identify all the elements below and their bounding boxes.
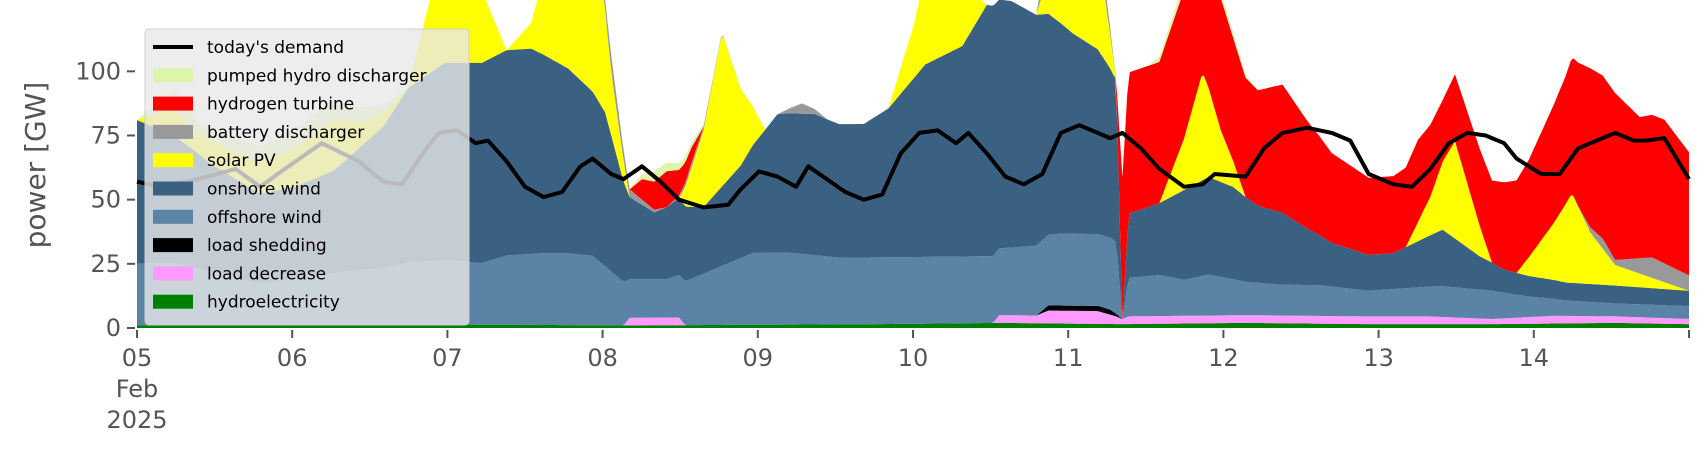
legend-swatch bbox=[153, 209, 193, 224]
legend-label: hydrogen turbine bbox=[207, 95, 354, 115]
legend-swatch bbox=[153, 153, 193, 168]
legend-swatch bbox=[153, 266, 193, 281]
area-onshore-wind bbox=[137, 0, 1689, 319]
x-tick-label-day: 05 bbox=[122, 344, 153, 372]
x-tick-label-day: 09 bbox=[743, 344, 774, 372]
legend-label: onshore wind bbox=[207, 180, 321, 200]
legend-label: today's demand bbox=[207, 38, 344, 58]
x-tick-label-day: 08 bbox=[587, 344, 618, 372]
legend-label: pumped hydro discharger bbox=[207, 66, 426, 86]
legend-swatch bbox=[153, 181, 193, 196]
x-tick-label-day: 10 bbox=[898, 344, 929, 372]
legend-swatch bbox=[153, 294, 193, 309]
y-tick-label: 75 bbox=[90, 122, 121, 150]
area-hydroelectricity bbox=[137, 322, 1689, 328]
x-tick-label-day: 07 bbox=[432, 344, 463, 372]
x-tick-label-day: 06 bbox=[277, 344, 308, 372]
legend-label: offshore wind bbox=[207, 208, 322, 228]
legend-label: hydroelectricity bbox=[207, 293, 340, 313]
y-axis: 0 25 50 75 100 bbox=[75, 57, 135, 342]
x-tick-label-day: 11 bbox=[1053, 344, 1084, 372]
x-axis: 05 Feb 2025 06 07 08 09 10 11 12 13 14 bbox=[106, 330, 1690, 434]
y-tick-label: 50 bbox=[90, 186, 121, 214]
x-tick-label-month: Feb bbox=[116, 375, 159, 403]
x-tick-label-day: 14 bbox=[1519, 344, 1550, 372]
y-tick-label: 100 bbox=[75, 57, 121, 85]
legend-box bbox=[144, 28, 470, 326]
y-tick-label: 0 bbox=[106, 314, 121, 342]
legend-swatch bbox=[153, 124, 193, 139]
legend-label: load decrease bbox=[207, 264, 326, 284]
y-tick-label: 25 bbox=[90, 250, 121, 278]
legend-swatch bbox=[153, 68, 193, 83]
area-offshore-wind bbox=[137, 233, 1689, 326]
x-tick-label-day: 13 bbox=[1363, 344, 1394, 372]
demand-line-group bbox=[136, 123, 1691, 210]
area-series-group bbox=[137, 0, 1689, 328]
legend-label: battery discharger bbox=[207, 123, 364, 143]
legend-label: load shedding bbox=[207, 236, 327, 256]
x-tick-label-year: 2025 bbox=[106, 406, 167, 434]
legend-swatch bbox=[153, 238, 193, 253]
legend-label: solar PV bbox=[207, 151, 276, 171]
y-axis-title: power [GW] bbox=[19, 82, 52, 249]
area-load-decrease bbox=[137, 310, 1689, 326]
area-solar-pv bbox=[137, 0, 1689, 319]
legend: today's demand pumped hydro discharger hyd… bbox=[144, 28, 470, 326]
demand-line bbox=[136, 123, 1691, 210]
legend-swatch bbox=[153, 96, 193, 111]
x-tick-label-day: 12 bbox=[1208, 344, 1239, 372]
